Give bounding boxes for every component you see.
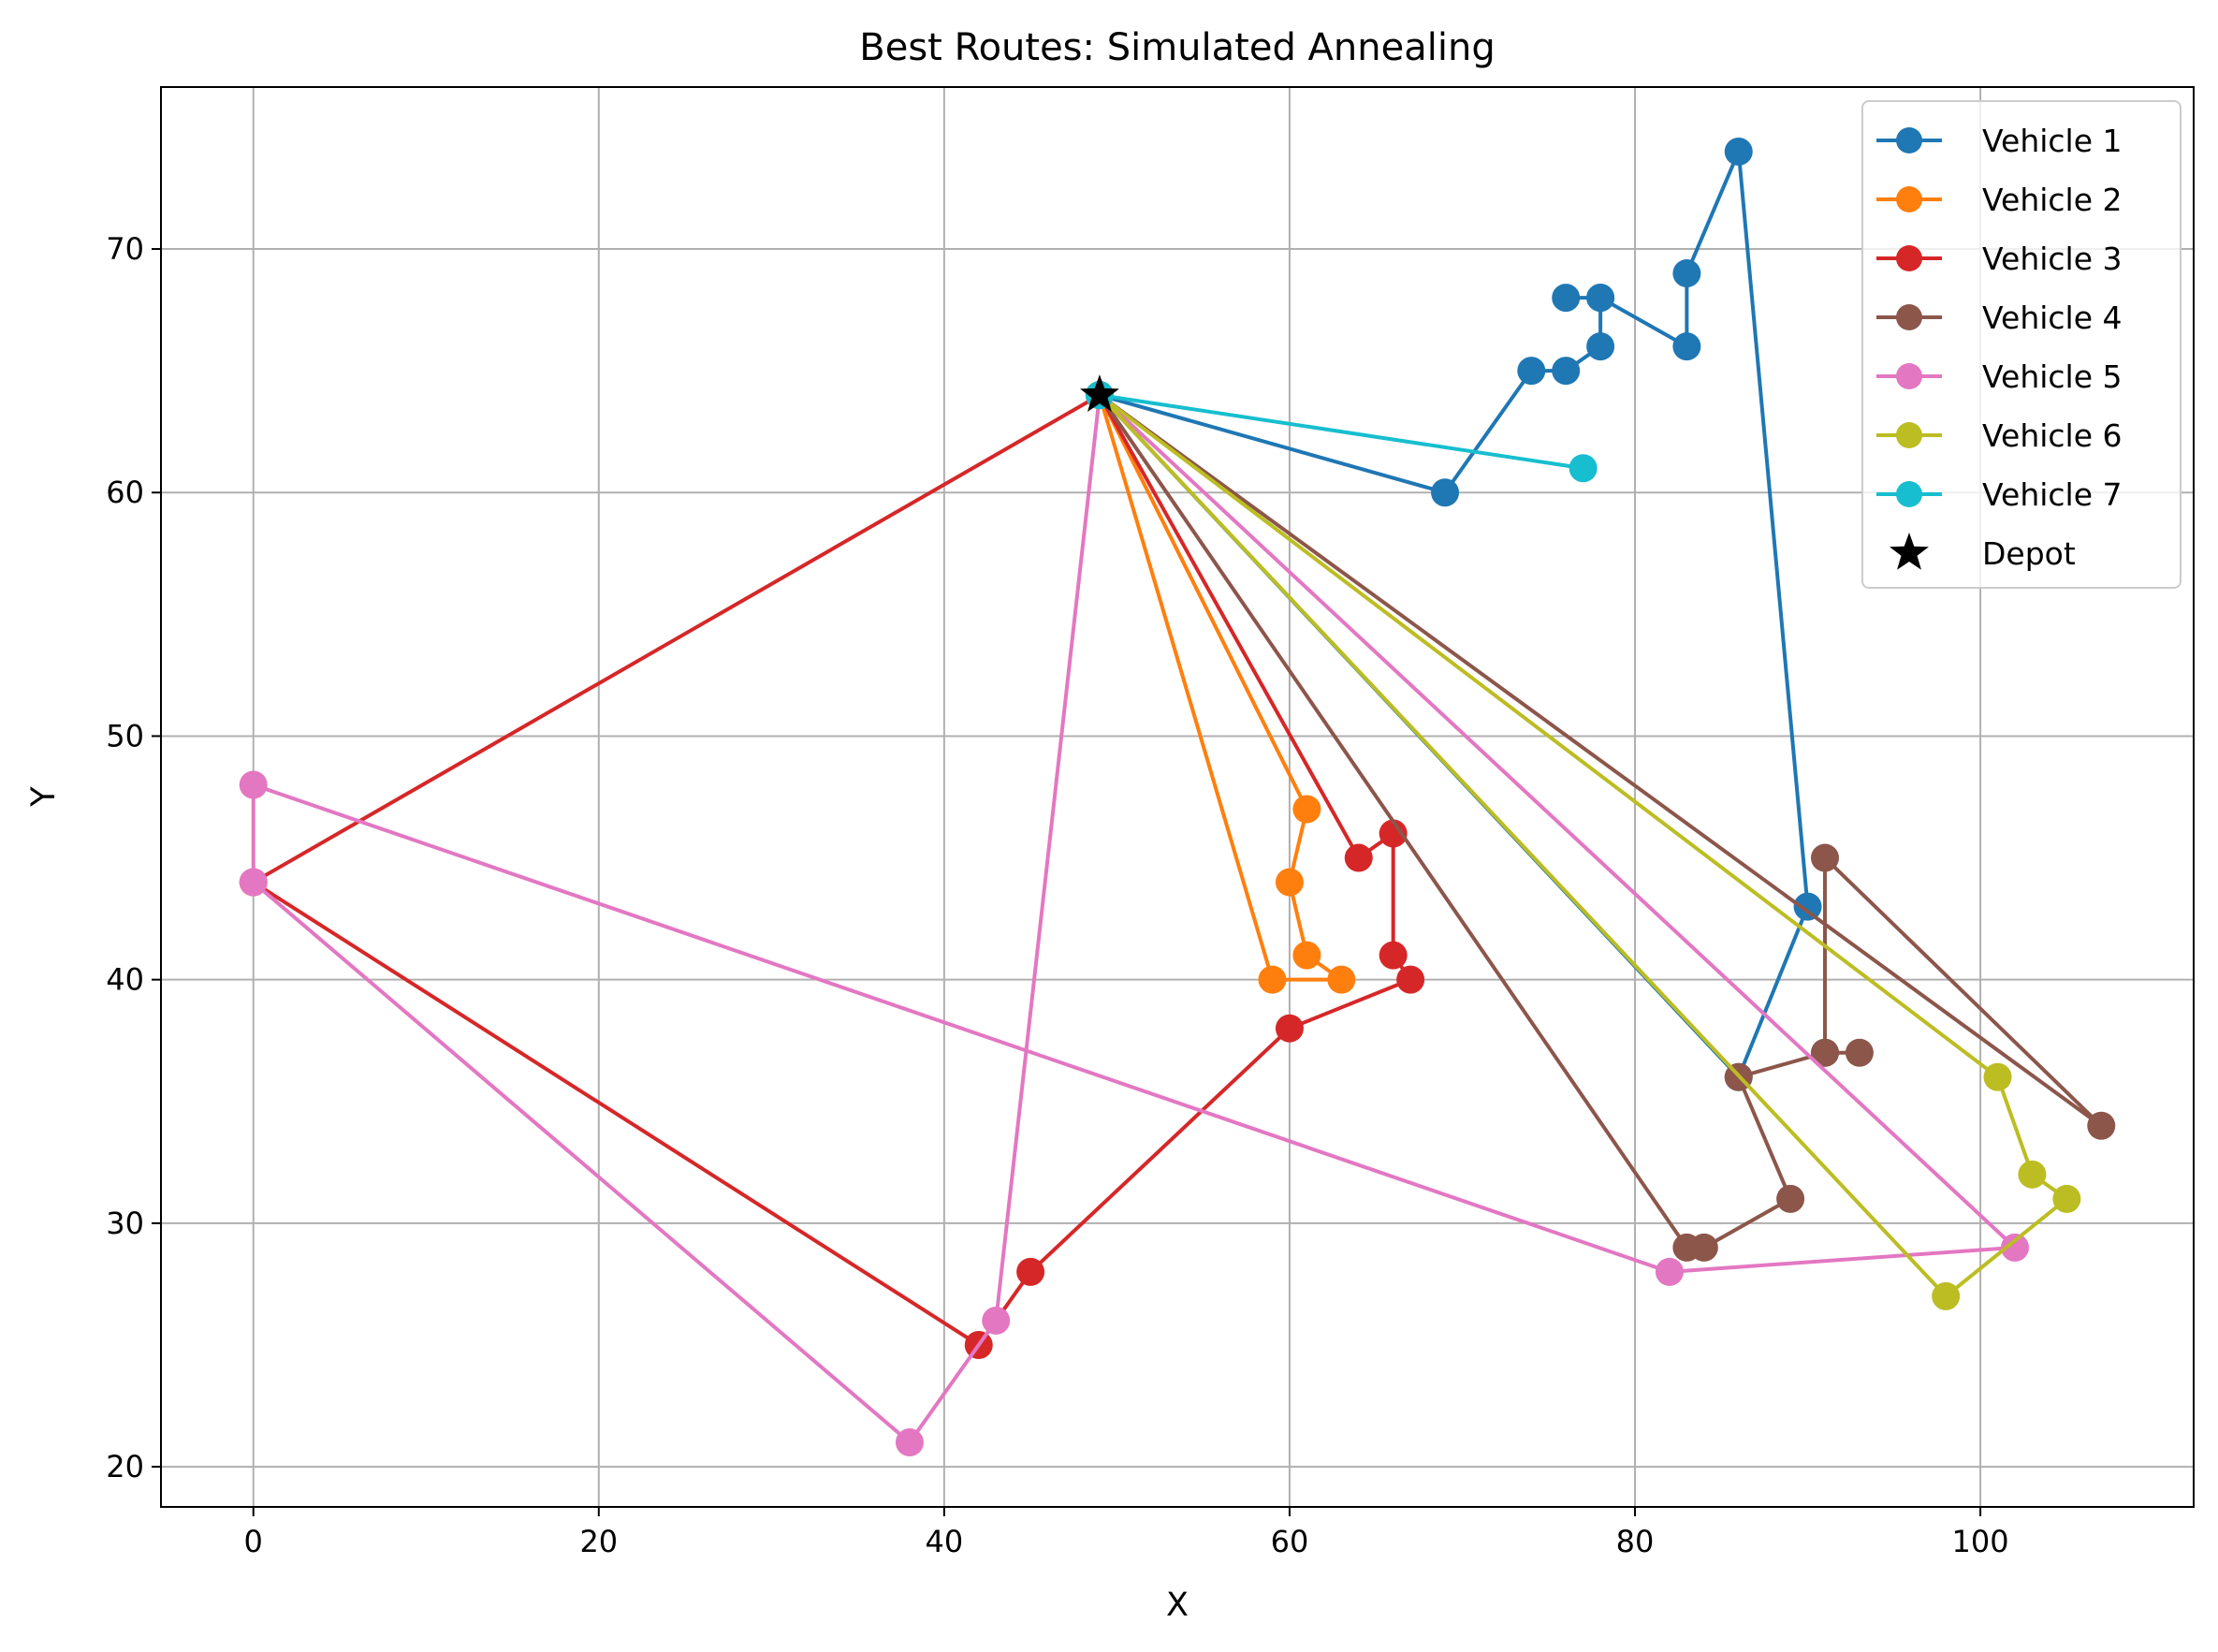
legend-label: Vehicle 6 [1982,417,2123,454]
route-point [1655,1257,1684,1286]
y-tick-label: 70 [106,231,144,267]
legend-item: Vehicle 4 [1876,300,2123,336]
axis-ticks: 0 20 40 60 80 100 20 30 40 50 60 70 [106,231,2008,1559]
depot-star-icon [1080,374,1119,412]
route-point [1552,284,1581,313]
legend-label: Vehicle 1 [1982,123,2123,159]
x-tick-label: 80 [1616,1524,1655,1559]
plot-area [160,86,2195,1508]
route-point [2052,1184,2081,1213]
route-point [1793,892,1822,921]
route-point [982,1306,1011,1335]
legend-marker [1896,304,1922,330]
legend-marker [1896,363,1922,389]
legend-item: Vehicle 7 [1876,476,2123,513]
route-point [1586,284,1615,313]
route-point [1845,1038,1874,1067]
route-point [1275,868,1304,897]
x-tick-label: 0 [244,1524,263,1559]
legend-item-depot: Depot [1890,533,2076,572]
y-tick-label: 20 [106,1449,144,1484]
x-tick-label: 20 [579,1524,618,1559]
y-tick-label: 30 [106,1206,144,1241]
depot-marker-group [1080,374,1119,412]
route-point [1672,259,1701,288]
chart-title: Best Routes: Simulated Annealing [859,26,1495,69]
route-point [1983,1062,2012,1091]
legend-marker [1896,422,1922,448]
legend-label: Depot [1982,535,2076,572]
route-point [1569,454,1598,483]
route-point [895,1428,924,1457]
grid-lines [161,87,2194,1507]
route-series [239,137,2116,1457]
route-point [1586,332,1615,361]
legend-label: Vehicle 4 [1982,300,2123,336]
legend-label: Vehicle 2 [1982,182,2123,218]
route-point [1776,1184,1805,1213]
route-point [1811,1038,1840,1067]
legend-item: Vehicle 2 [1876,182,2123,218]
y-tick-label: 50 [106,718,144,753]
x-tick-label: 100 [1952,1524,2009,1559]
route-point [2001,1233,2029,1262]
route-point [239,770,268,799]
route-point [1275,1014,1304,1043]
route-point [1396,965,1425,994]
legend-marker [1896,481,1922,507]
route-point [1379,941,1408,970]
route-point [1724,137,1753,166]
legend: Vehicle 1 Vehicle 2 Vehicle 3 Vehicle 4 Vehi… [1861,100,2182,589]
route-point [1327,965,1356,994]
route-point [1932,1281,1961,1310]
legend-item: Vehicle 1 [1876,123,2123,159]
y-axis-label: Y [25,786,63,808]
plot-frame [160,86,2195,1508]
legend-marker [1896,186,1922,212]
x-tick-label: 40 [926,1524,964,1559]
route-point [1016,1257,1045,1286]
route-point [239,868,268,897]
route-point [2018,1160,2047,1189]
route-line [251,393,1413,1347]
route-point [1258,965,1287,994]
legend-item: Vehicle 5 [1876,358,2123,395]
route-point [1517,357,1546,386]
x-tick-label: 60 [1271,1524,1309,1559]
legend-item: Vehicle 6 [1876,417,2123,454]
legend-star-icon [1890,533,1929,570]
route-point [1292,941,1321,970]
y-tick-label: 40 [106,962,144,998]
route-line [251,393,2017,1445]
legend-marker [1896,127,1922,154]
route-point [1672,332,1701,361]
legend-label: Vehicle 7 [1982,476,2123,513]
legend-label: Vehicle 5 [1982,358,2123,395]
legend-box [1861,100,2182,589]
route-point [1344,843,1373,872]
route-point [2087,1111,2116,1140]
route-point [1689,1233,1718,1262]
route-line [1098,393,2069,1298]
route-point [1431,478,1460,507]
legend-item: Vehicle 3 [1876,241,2123,277]
legend-marker [1896,245,1922,271]
route-point [1379,819,1408,848]
y-tick-label: 60 [106,475,144,510]
legend-label: Vehicle 3 [1982,241,2123,277]
x-axis-label: X [1166,1586,1189,1624]
route-point [1552,357,1581,386]
route-point [1292,795,1321,824]
route-point [1811,843,1840,872]
